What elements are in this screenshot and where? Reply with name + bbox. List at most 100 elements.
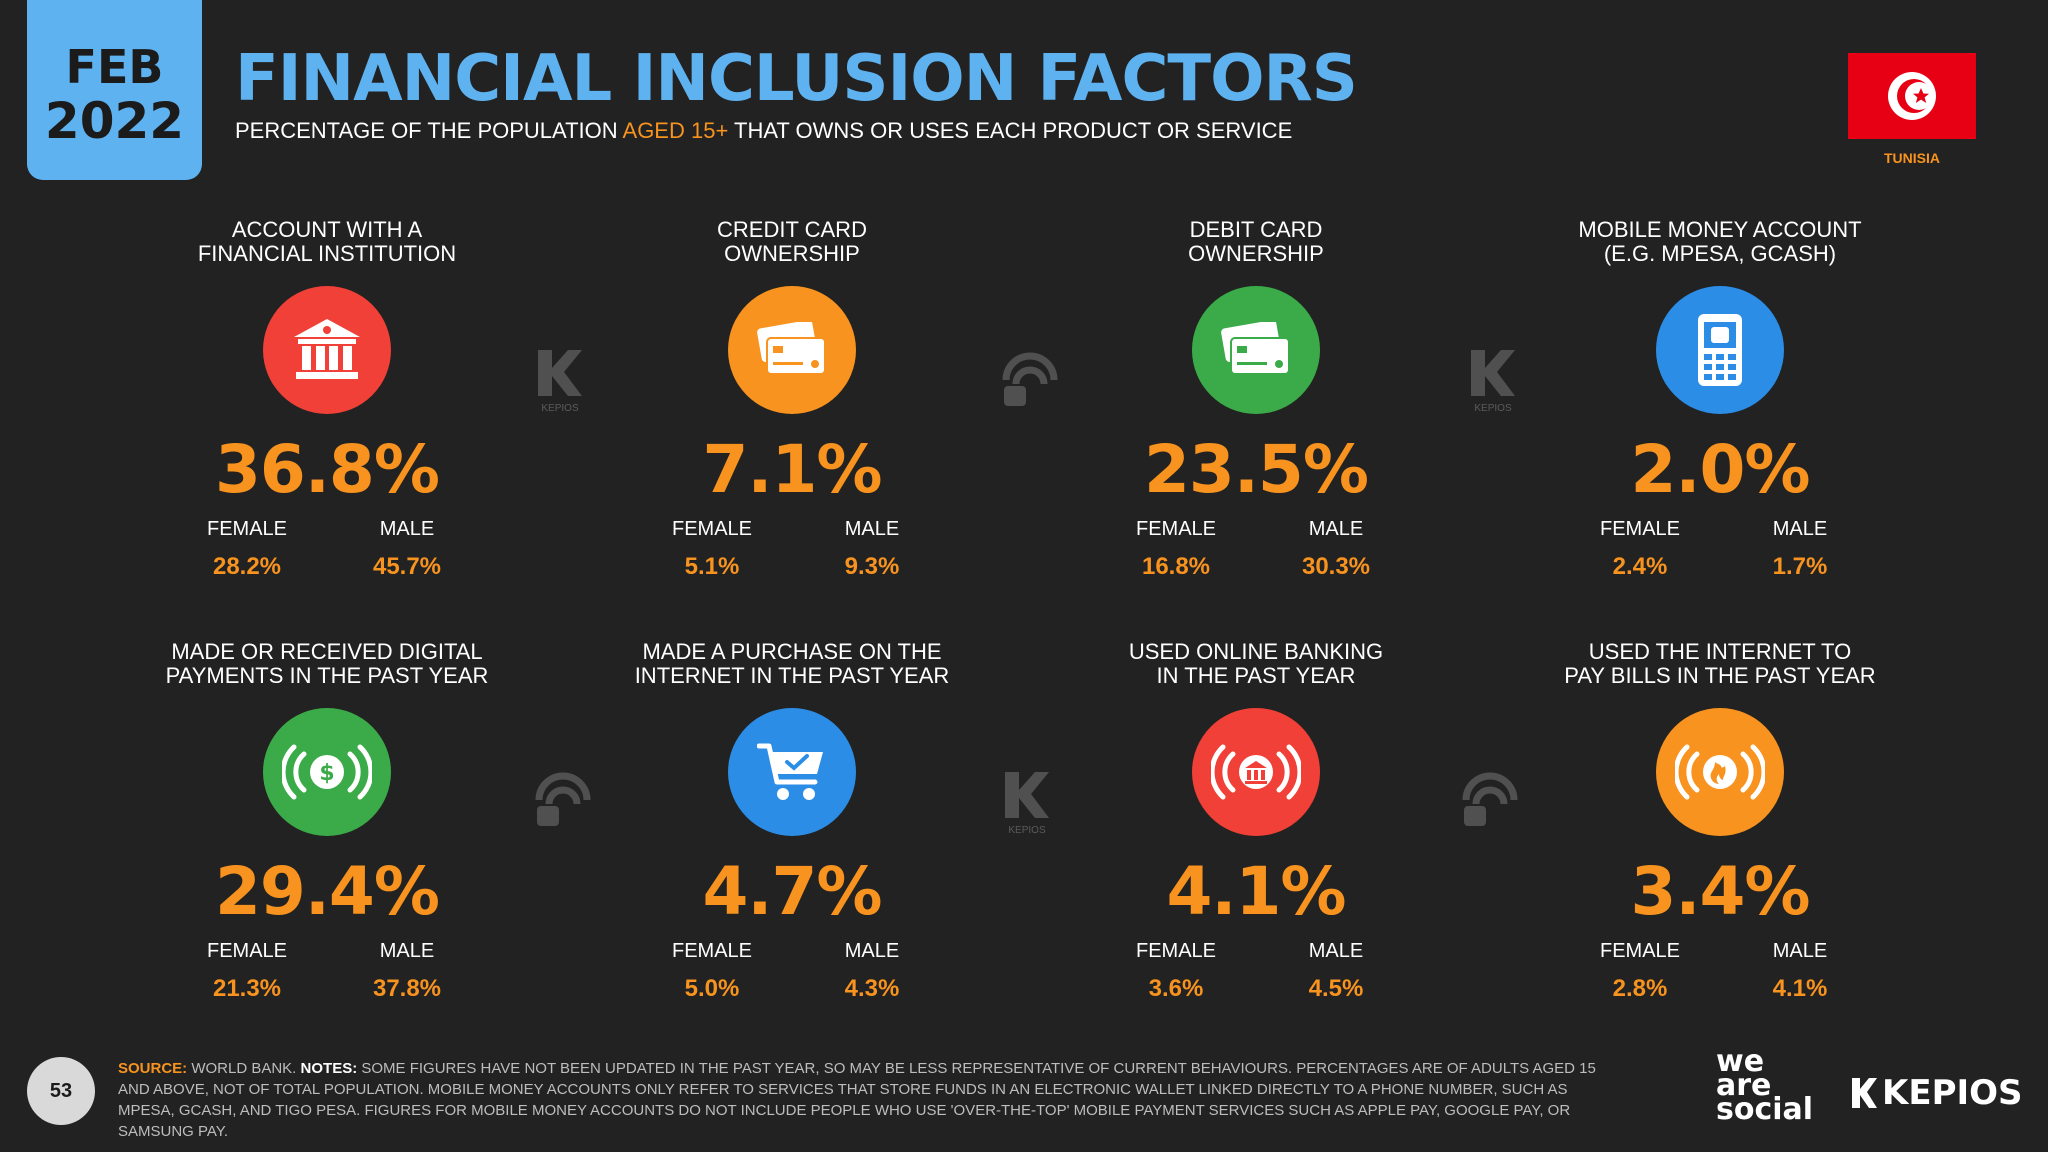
logo-line3: social <box>1716 1092 1814 1127</box>
card-label-line2: FINANCIAL INSTITUTION <box>197 241 457 266</box>
card-label-line2: INTERNET IN THE PAST YEAR <box>634 663 950 688</box>
source-notes: SOURCE: WORLD BANK. NOTES: SOME FIGURES … <box>118 1058 1598 1142</box>
card-pay-bills: USED THE INTERNET TO PAY BILLS IN THE PAS… <box>1500 640 1940 1003</box>
card-label-line2: (E.G. MPESA, GCASH) <box>1603 241 1837 266</box>
debit-card-icon <box>1192 286 1320 414</box>
card-label: MADE OR RECEIVED DIGITAL PAYMENTS IN THE … <box>107 640 547 688</box>
date-badge: FEB 2022 <box>27 0 202 180</box>
male-label: MALE <box>1772 940 1828 962</box>
datareportal-watermark-icon <box>1000 350 1060 410</box>
page-title: FINANCIAL INCLUSION FACTORS <box>235 42 1358 116</box>
female-label: FEMALE <box>1599 518 1681 540</box>
male-value: 37.8% <box>372 975 442 1002</box>
card-mobile-money-account: MOBILE MONEY ACCOUNT (E.G. MPESA, GCASH) … <box>1500 218 1940 581</box>
kepios-watermark-icon: KEPIOS <box>530 350 590 414</box>
mobile-money-icon <box>1656 286 1784 414</box>
card-label-line2: PAYMENTS IN THE PAST YEAR <box>165 663 489 688</box>
card-value: 23.5% <box>1144 431 1369 508</box>
kepios-mark-icon <box>1852 1078 1877 1108</box>
card-value: 4.1% <box>1166 853 1346 930</box>
kepios-watermark-label: KEPIOS <box>1474 403 1512 414</box>
subtitle-post: THAT OWNS OR USES EACH PRODUCT OR SERVIC… <box>728 118 1293 143</box>
card-label-line1: ACCOUNT WITH A <box>231 217 423 242</box>
card-value: 29.4% <box>215 853 440 930</box>
male-value: 4.3% <box>844 975 900 1002</box>
female-value: 3.6% <box>1148 975 1204 1002</box>
source-label: SOURCE: <box>118 1060 188 1077</box>
notes-text: SOME FIGURES HAVE NOT BEEN UPDATED IN TH… <box>118 1060 1596 1140</box>
page-subtitle: PERCENTAGE OF THE POPULATION AGED 15+ TH… <box>235 118 1292 144</box>
subtitle-highlight: AGED 15+ <box>622 118 729 143</box>
card-label: USED ONLINE BANKING IN THE PAST YEAR <box>1036 640 1476 688</box>
country-label: TUNISIA <box>1884 150 1940 166</box>
card-label-line2: PAY BILLS IN THE PAST YEAR <box>1564 663 1876 688</box>
source-text: WORLD BANK. <box>187 1060 301 1077</box>
kepios-watermark-icon: KEPIOS <box>1463 350 1523 414</box>
male-label: MALE <box>379 940 435 962</box>
male-label: MALE <box>1308 940 1364 962</box>
kepios-logo-text: KEPIOS <box>1882 1073 2023 1113</box>
card-label-line1: USED THE INTERNET TO <box>1588 639 1852 664</box>
male-label: MALE <box>844 518 900 540</box>
datareportal-watermark-icon <box>533 770 593 830</box>
date-year: 2022 <box>44 92 185 150</box>
female-value: 5.1% <box>684 553 740 580</box>
subtitle-pre: PERCENTAGE OF THE POPULATION <box>235 118 623 143</box>
kepios-watermark-label: KEPIOS <box>1008 825 1046 836</box>
card-label-line2: IN THE PAST YEAR <box>1156 663 1356 688</box>
female-value: 28.2% <box>212 553 282 580</box>
female-label: FEMALE <box>671 518 753 540</box>
female-label: FEMALE <box>1135 940 1217 962</box>
card-label: CREDIT CARD OWNERSHIP <box>572 218 1012 266</box>
credit-card-icon <box>728 286 856 414</box>
card-value: 36.8% <box>215 431 440 508</box>
female-value: 16.8% <box>1141 553 1211 580</box>
date-month: FEB <box>65 40 164 94</box>
male-value: 30.3% <box>1301 553 1371 580</box>
card-label-line2: OWNERSHIP <box>1188 241 1324 266</box>
male-value: 45.7% <box>372 553 442 580</box>
card-label: MOBILE MONEY ACCOUNT (E.G. MPESA, GCASH) <box>1500 218 1940 266</box>
card-label-line2: OWNERSHIP <box>724 241 860 266</box>
card-label-line1: USED ONLINE BANKING <box>1128 639 1384 664</box>
card-value: 4.7% <box>702 853 882 930</box>
card-value: 2.0% <box>1630 431 1810 508</box>
card-value: 7.1% <box>702 431 882 508</box>
tunisia-flag-icon <box>1848 53 1976 139</box>
female-value: 5.0% <box>684 975 740 1002</box>
card-credit-card-ownership: CREDIT CARD OWNERSHIP 7.1% FEMALE MALE 5.1… <box>572 218 1012 581</box>
card-label: USED THE INTERNET TO PAY BILLS IN THE PAS… <box>1500 640 1940 688</box>
svg-text:$: $ <box>319 761 334 786</box>
card-debit-card-ownership: DEBIT CARD OWNERSHIP 23.5% FEMALE MALE 16.… <box>1036 218 1476 581</box>
page-number: 53 <box>27 1057 95 1125</box>
digital-payment-icon: $ <box>263 708 391 836</box>
male-label: MALE <box>844 940 900 962</box>
card-label-line1: DEBIT CARD <box>1189 217 1323 242</box>
card-label: ACCOUNT WITH A FINANCIAL INSTITUTION <box>107 218 547 266</box>
card-label-line1: CREDIT CARD <box>717 217 867 242</box>
male-label: MALE <box>1772 518 1828 540</box>
bank-icon <box>263 286 391 414</box>
we-are-social-logo: we are social <box>1716 1047 1826 1127</box>
bill-payment-icon <box>1656 708 1784 836</box>
female-value: 21.3% <box>212 975 282 1002</box>
female-label: FEMALE <box>206 940 288 962</box>
logo-line2: are <box>1716 1068 1772 1103</box>
card-online-banking: USED ONLINE BANKING IN THE PAST YEAR 4.1%… <box>1036 640 1476 1003</box>
kepios-watermark-label: KEPIOS <box>541 403 579 414</box>
female-value: 2.8% <box>1612 975 1668 1002</box>
male-label: MALE <box>1308 518 1364 540</box>
shopping-cart-icon <box>728 708 856 836</box>
male-value: 4.5% <box>1308 975 1364 1002</box>
card-label: DEBIT CARD OWNERSHIP <box>1036 218 1476 266</box>
card-account-financial-institution: ACCOUNT WITH A FINANCIAL INSTITUTION 36.8… <box>107 218 547 581</box>
online-banking-icon <box>1192 708 1320 836</box>
male-value: 4.1% <box>1772 975 1828 1002</box>
female-label: FEMALE <box>1135 518 1217 540</box>
card-label: MADE A PURCHASE ON THE INTERNET IN THE PA… <box>572 640 1012 688</box>
female-label: FEMALE <box>671 940 753 962</box>
female-label: FEMALE <box>1599 940 1681 962</box>
kepios-logo: KEPIOS <box>1850 1073 2023 1113</box>
male-value: 1.7% <box>1772 553 1828 580</box>
card-label-line1: MOBILE MONEY ACCOUNT <box>1578 217 1862 242</box>
